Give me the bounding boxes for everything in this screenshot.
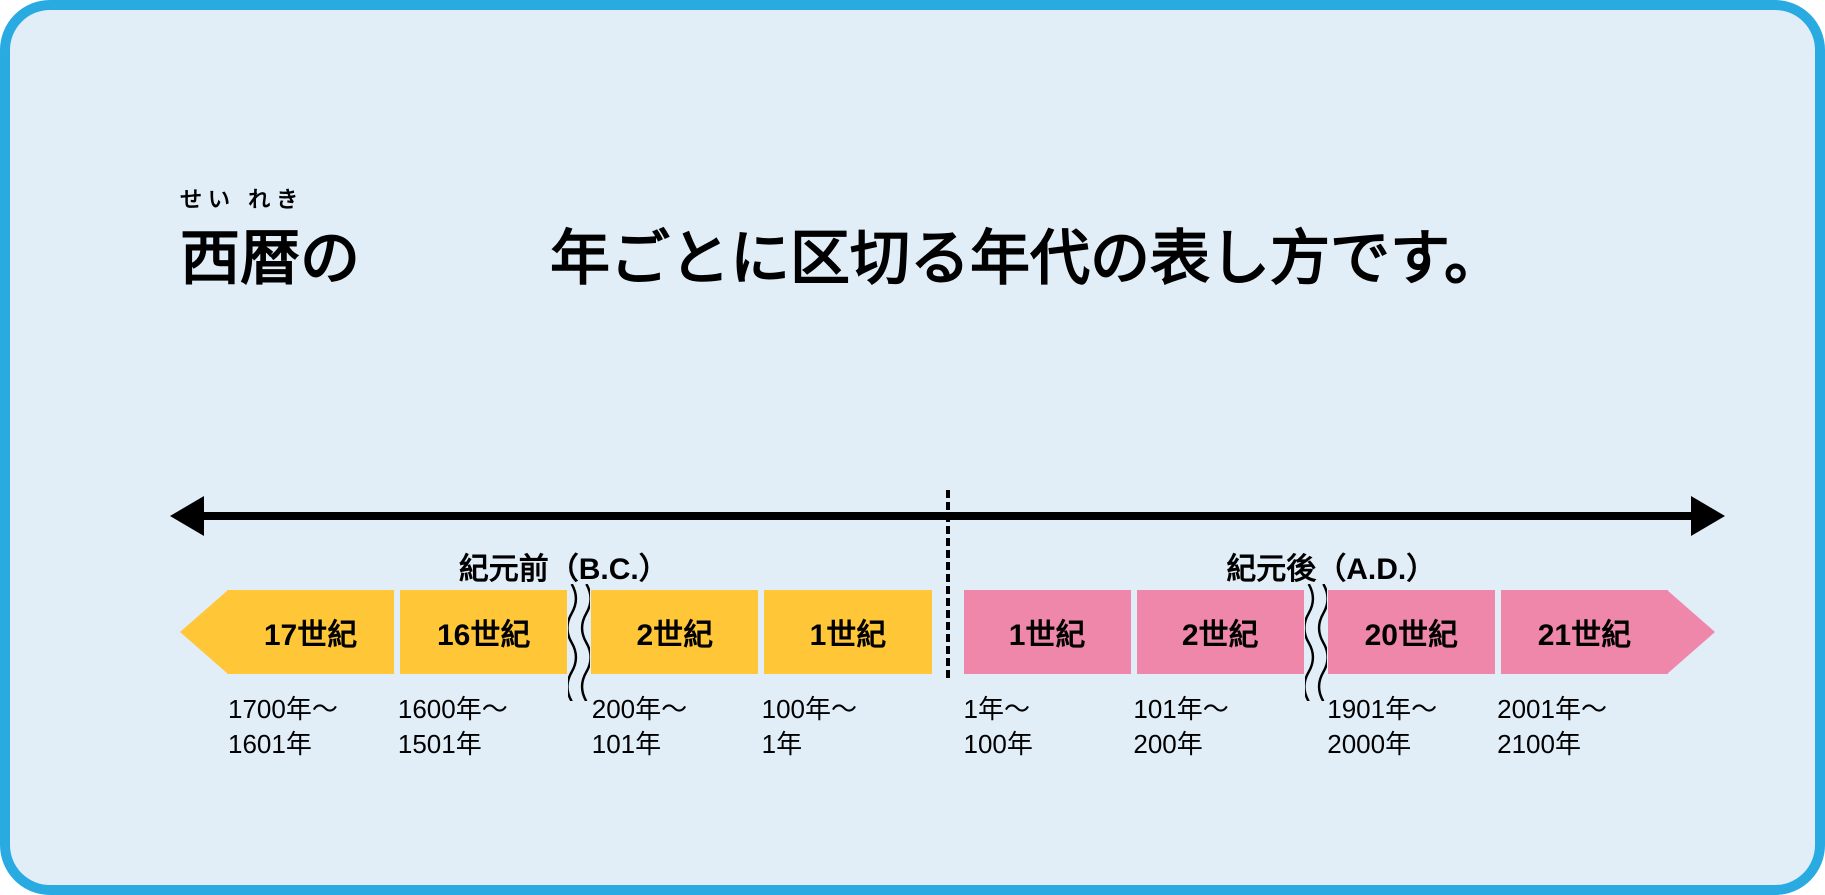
bc-bar: 17世紀 16世紀 2世紀 1世紀 bbox=[180, 590, 948, 674]
bc-years-1c: 100年～ 1年 bbox=[762, 692, 932, 762]
bc-break-icon bbox=[570, 590, 588, 674]
bc-cell-17c: 17世紀 bbox=[227, 590, 394, 674]
title-sentence: せい れき 西暦 の 年ごとに区切る年代の表し方です。 bbox=[180, 210, 1735, 297]
ad-years-2c: 101年～ 200年 bbox=[1133, 692, 1303, 762]
info-card: せい れき 西暦 の 年ごとに区切る年代の表し方です。 紀元前（B.C.） 紀元後… bbox=[0, 0, 1825, 895]
ad-arrowhead-icon bbox=[1667, 590, 1715, 674]
year-labels: 1700年～ 1601年 1600年～ 1501年 200年～ 101年 100… bbox=[180, 692, 1715, 772]
axis-arrow-left-icon bbox=[170, 496, 204, 536]
ad-cell-1c: 1世紀 bbox=[964, 590, 1131, 674]
ruby-reading: せい れき bbox=[180, 182, 300, 214]
bc-years-break bbox=[568, 692, 592, 762]
ad-cell-21c: 21世紀 bbox=[1501, 590, 1668, 674]
century-bar-row: 17世紀 16世紀 2世紀 1世紀 1世紀 2世紀 bbox=[180, 590, 1715, 674]
ruby-base: 西暦 bbox=[180, 225, 300, 292]
ruby-seireki: せい れき 西暦 bbox=[180, 210, 300, 297]
ad-years-20c: 1901年～ 2000年 bbox=[1327, 692, 1497, 762]
axis-arrow-right-icon bbox=[1691, 496, 1725, 536]
bc-cell-1c: 1世紀 bbox=[764, 590, 931, 674]
bc-years-16c: 1600年～ 1501年 bbox=[398, 692, 568, 762]
era-label-bc: 紀元前（B.C.） bbox=[180, 544, 948, 588]
bc-years-17c: 1700年～ 1601年 bbox=[228, 692, 398, 762]
bc-arrowhead-icon bbox=[180, 590, 228, 674]
era-label-ad: 紀元後（A.D.） bbox=[948, 544, 1716, 588]
ad-years-break bbox=[1303, 692, 1327, 762]
ad-years-21c: 2001年～ 2100年 bbox=[1497, 692, 1667, 762]
ad-cell-2c: 2世紀 bbox=[1137, 590, 1304, 674]
title-part1: の bbox=[300, 225, 360, 292]
ad-bar: 1世紀 2世紀 20世紀 21世紀 bbox=[948, 590, 1716, 674]
bc-cell-2c: 2世紀 bbox=[591, 590, 758, 674]
ad-cell-20c: 20世紀 bbox=[1328, 590, 1495, 674]
ad-years-1c: 1年～ 100年 bbox=[964, 692, 1134, 762]
year-labels-ad: 1年～ 100年 101年～ 200年 1901年～ 2000年 2001年～ … bbox=[948, 692, 1716, 762]
title-part2: 年ごとに区切る年代の表し方です。 bbox=[550, 225, 1504, 292]
bc-cell-16c: 16世紀 bbox=[400, 590, 567, 674]
bc-years-2c: 200年～ 101年 bbox=[592, 692, 762, 762]
ad-break-icon bbox=[1307, 590, 1325, 674]
year-labels-bc: 1700年～ 1601年 1600年～ 1501年 200年～ 101年 100… bbox=[180, 692, 948, 762]
timeline: 紀元前（B.C.） 紀元後（A.D.） 17世紀 16世紀 2世紀 1世紀 bbox=[180, 500, 1715, 772]
